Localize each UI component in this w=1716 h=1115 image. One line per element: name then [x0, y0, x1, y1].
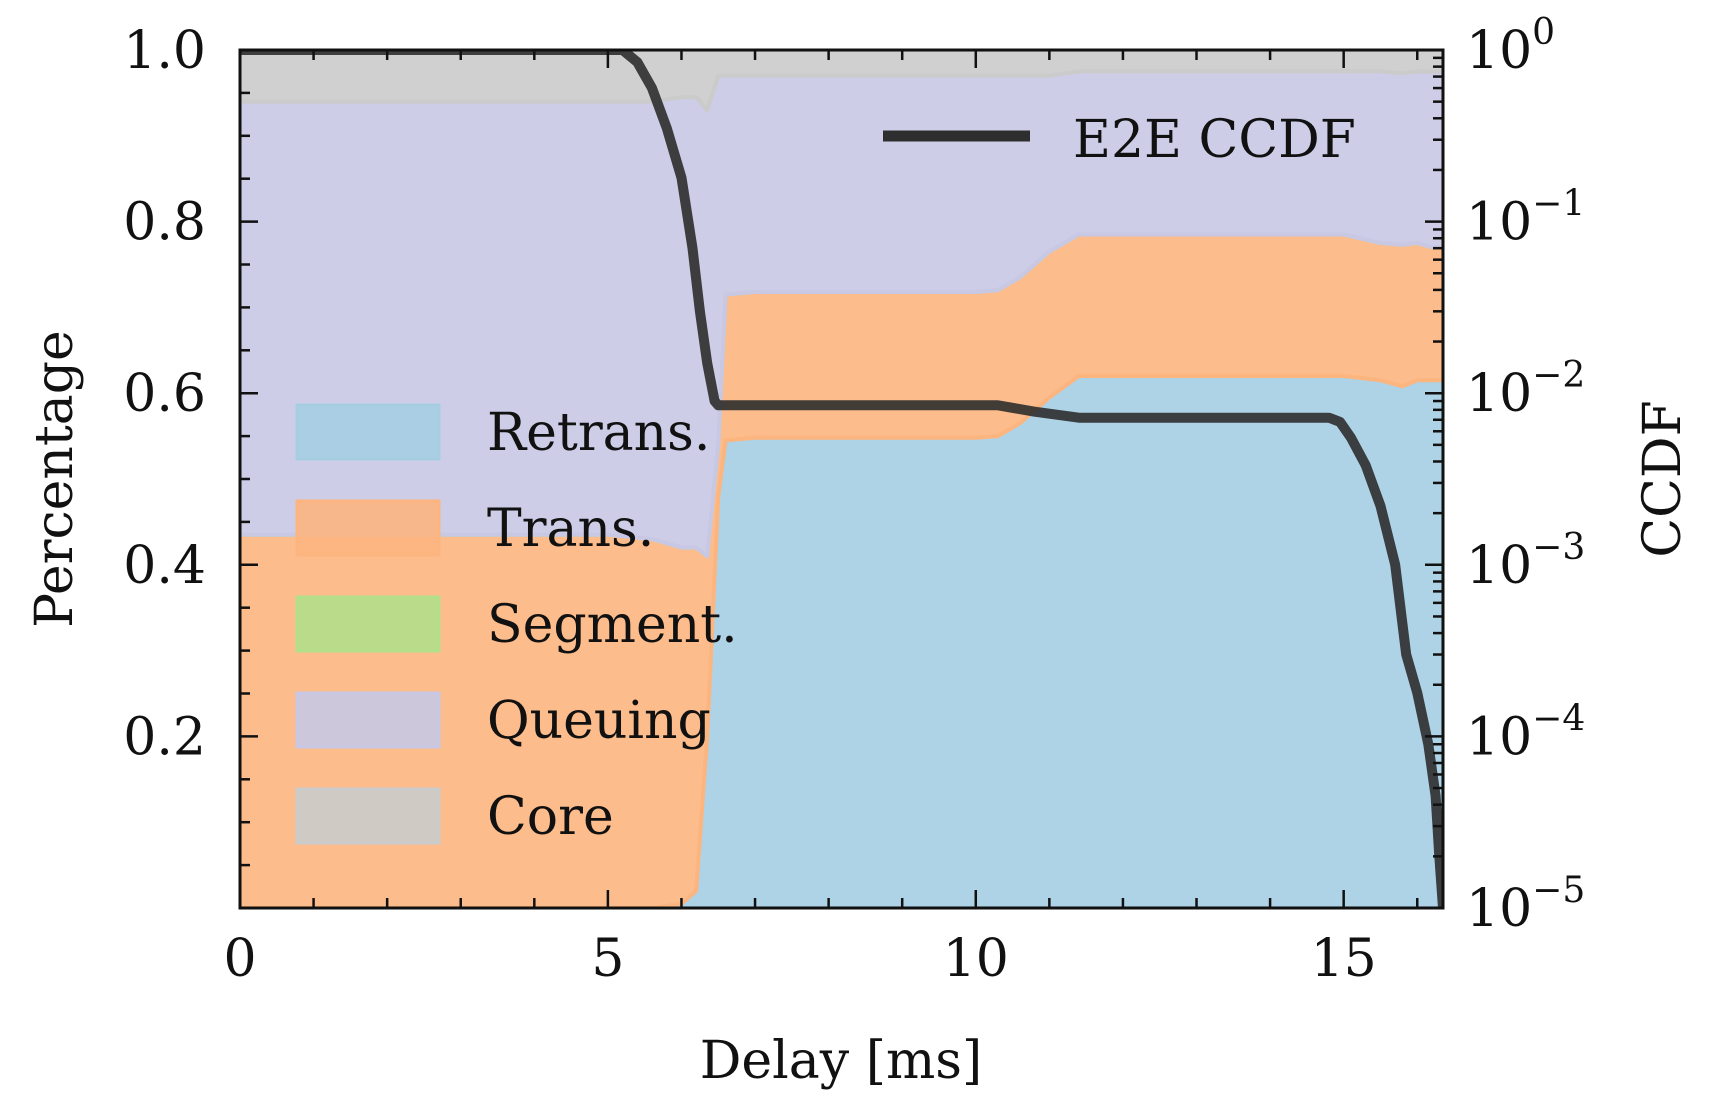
y-right-axis-title: CCDF	[1633, 400, 1693, 557]
legend-swatch-queuing	[295, 691, 441, 749]
x-axis-title: Delay [ms]	[700, 1031, 983, 1091]
x-tick-label: 0	[223, 929, 256, 989]
y-right-tick-label: 10−2	[1466, 355, 1585, 424]
y-right-tick-label: 10−3	[1466, 527, 1585, 596]
ccdf-line	[240, 50, 1443, 908]
x-tick-label: 10	[943, 929, 1009, 989]
y-right-tick-label: 100	[1466, 12, 1555, 81]
y-left-tick-label: 1.0	[123, 21, 206, 81]
ccdf-layer	[240, 50, 1443, 908]
legend-label: Retrans.	[487, 403, 710, 463]
axis-ticks	[238, 48, 1443, 910]
x-tick-label: 15	[1311, 929, 1377, 989]
y-right-tick-label: 10−4	[1466, 698, 1585, 767]
legend-swatch-core	[295, 787, 441, 845]
axis-tick-labels: 0 5 10 15 0.2 0.4 0.6 0.8 1.0 100 10−1 10−2 10−3 10−4…	[123, 12, 1585, 989]
area-core	[240, 50, 1443, 113]
y-left-axis-title: Percentage	[25, 330, 85, 628]
legend-label: Core	[487, 787, 614, 847]
legend-ccdf: E2E CCDF	[883, 110, 1356, 170]
legend-label: Queuing	[487, 691, 711, 751]
legend-areas: Retrans. Trans. Segment. Queuing Core	[295, 403, 738, 847]
legend-label: Trans.	[487, 499, 654, 559]
y-left-tick-label: 0.6	[123, 364, 206, 424]
x-tick-label: 5	[591, 929, 624, 989]
stacked-areas	[240, 50, 1443, 908]
y-right-tick-label: 10−5	[1466, 870, 1585, 939]
legend-label: Segment.	[487, 595, 738, 655]
y-left-tick-label: 0.4	[123, 536, 206, 596]
legend-ccdf-label: E2E CCDF	[1073, 110, 1356, 170]
y-left-tick-label: 0.2	[123, 707, 206, 767]
legend-swatch-segment	[295, 595, 441, 653]
legend-swatch-trans	[295, 499, 441, 557]
y-left-tick-label: 0.8	[123, 193, 206, 253]
legend-swatch-retrans	[295, 403, 441, 461]
y-right-tick-label: 10−1	[1466, 184, 1585, 253]
